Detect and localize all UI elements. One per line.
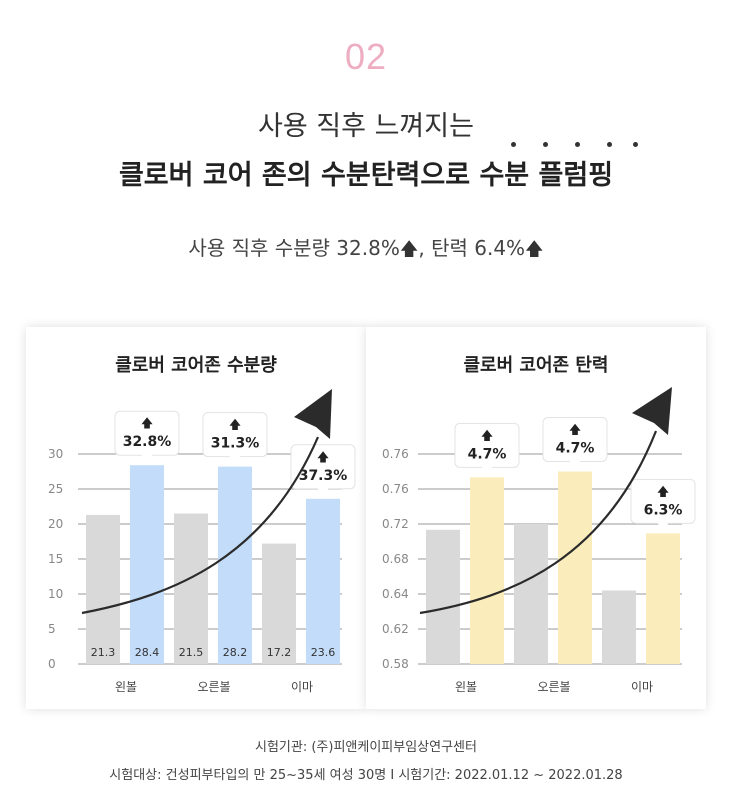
up-arrow-icon: 🡅	[317, 450, 329, 464]
increase-label: 31.3%	[211, 436, 260, 452]
y-tick-label: 25	[48, 482, 63, 496]
data-label: 28.4	[135, 646, 160, 659]
bar-before	[174, 513, 208, 664]
y-tick-label: 20	[48, 517, 63, 531]
elasticity-chart-card: 0.58 0.62 0.64 0.68 0.72 0.76 0.76 왼볼 🡅 4.7% 오른볼 🡅 4…	[366, 327, 706, 709]
y-tick-label: 0.68	[382, 552, 409, 566]
test-institution: 시험기관: (주)피앤케이피부임상연구센터	[255, 740, 477, 755]
y-tick-label: 0.64	[382, 587, 409, 601]
increase-label: 4.7%	[556, 441, 595, 457]
headline-line2: 클로버 코어 존의 수분탄력으로 수분 플럼핑	[118, 160, 614, 191]
y-tick-label: 15	[48, 552, 63, 566]
increase-label: 32.8%	[123, 434, 172, 450]
callout-pointer	[317, 487, 329, 496]
moisture-chart-card: 0 5 10 15 20 25 30 21.3 28.4 왼볼 🡅 32.8% 21.5 28.2 오른볼 🡅…	[26, 327, 366, 709]
y-tick-label: 0.76	[382, 447, 409, 461]
moisture-chart: 0 5 10 15 20 25 30 21.3 28.4 왼볼 🡅 32.8% 21.5 28.2 오른볼 🡅…	[48, 389, 356, 694]
up-arrow-icon: 🡅	[481, 428, 493, 442]
y-tick-label: 0.76	[382, 482, 409, 496]
bar-before	[514, 524, 548, 664]
category-label: 오른볼	[197, 680, 230, 694]
callout-pointer	[657, 522, 669, 531]
bar-after	[306, 498, 340, 664]
chart-title: 클로버 코어존 탄력	[463, 355, 609, 376]
bar-before	[262, 543, 296, 664]
bar-after	[646, 533, 680, 664]
y-tick-label: 0.62	[382, 622, 409, 636]
up-arrow-icon: 🡅	[399, 239, 419, 260]
subtitle-text: 사용 직후 수분량 32.8%	[188, 236, 400, 260]
bar-before	[602, 590, 636, 664]
up-arrow-icon: 🡅	[657, 484, 669, 498]
up-arrow-icon: 🡅	[229, 418, 241, 432]
callout-pointer	[141, 454, 153, 463]
callout-pointer	[481, 466, 493, 475]
trend-curve	[81, 436, 320, 615]
chart-title: 클로버 코어존 수분량	[115, 355, 277, 376]
category-label: 이마	[291, 680, 313, 694]
subtitle-text-2: , 탄력 6.4%	[418, 236, 526, 260]
category-label: 왼볼	[115, 680, 137, 694]
up-arrow-icon: 🡅	[141, 416, 153, 430]
y-tick-label: 0.72	[382, 517, 409, 531]
trend-arrow-head	[632, 387, 672, 435]
y-tick-label: 0	[48, 657, 56, 671]
up-arrow-icon: 🡅	[569, 423, 581, 437]
data-label: 21.3	[91, 646, 116, 659]
data-label: 21.5	[179, 646, 204, 659]
category-label: 오른볼	[537, 680, 570, 694]
test-details: 시험대상: 건성피부타입의 만 25~35세 여성 30명 I 시험기간: 20…	[109, 768, 623, 783]
category-label: 왼볼	[455, 680, 477, 694]
category-label: 이마	[631, 680, 653, 694]
bar-after	[558, 471, 592, 664]
data-label: 28.2	[223, 646, 248, 659]
elasticity-chart: 0.58 0.62 0.64 0.68 0.72 0.76 0.76 왼볼 🡅 4.7% 오른볼 🡅 4…	[382, 387, 696, 694]
subtitle: 사용 직후 수분량 32.8%🡅, 탄력 6.4%🡅	[0, 232, 732, 267]
trend-curve	[419, 430, 658, 615]
bar-after	[130, 465, 164, 664]
emphasis-dots	[0, 142, 732, 152]
bar-before	[426, 529, 460, 664]
y-tick-label: 30	[48, 447, 63, 461]
bar-after	[218, 466, 252, 664]
trend-arrow-head	[294, 389, 332, 439]
bar-before	[86, 514, 120, 664]
data-label: 23.6	[311, 646, 336, 659]
increase-label: 4.7%	[468, 446, 507, 462]
y-tick-label: 0.58	[382, 657, 409, 671]
section-number: 02	[344, 36, 388, 77]
headline-line1: 사용 직후 느껴지는	[258, 111, 474, 142]
callout-pointer	[229, 455, 241, 464]
callout-pointer	[569, 460, 581, 469]
y-tick-label: 5	[48, 622, 56, 636]
bar-after	[470, 477, 504, 664]
increase-label: 37.3%	[299, 468, 348, 484]
data-label: 17.2	[267, 646, 292, 659]
increase-label: 6.3%	[644, 502, 683, 518]
y-tick-label: 10	[48, 587, 63, 601]
up-arrow-icon: 🡅	[525, 239, 544, 260]
